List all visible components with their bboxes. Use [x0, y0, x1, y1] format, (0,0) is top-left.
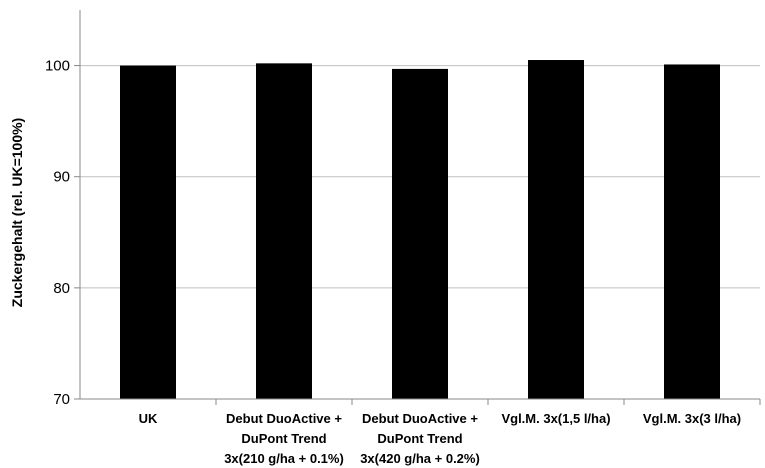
- x-tick-label-line: UK: [139, 411, 158, 426]
- x-tick-label: Vgl.M. 3x(1,5 l/ha): [501, 411, 610, 426]
- bar: [528, 60, 584, 400]
- x-tick-label-line: Vgl.M. 3x(1,5 l/ha): [501, 411, 610, 426]
- y-tick-label: 90: [53, 169, 70, 186]
- x-tick-label-line: 3x(420 g/ha + 0.2%): [360, 451, 480, 466]
- y-axis-title: Zuckergehalt (rel. UK=100%): [9, 118, 25, 307]
- x-tick-label: Debut DuoActive + DuPont Trend 3x(210 g/ha…: [224, 411, 344, 466]
- y-tick-label: 70: [53, 391, 70, 408]
- x-tick-labels: UK Debut DuoActive + DuPont Trend 3x(210 g/…: [139, 399, 761, 466]
- bar: [664, 64, 720, 400]
- y-tick-label: 100: [45, 58, 70, 75]
- x-tick-label: UK: [139, 411, 158, 426]
- bar: [256, 63, 312, 399]
- x-tick-label-line: DuPont Trend: [377, 431, 462, 446]
- x-tick-label-line: DuPont Trend: [241, 431, 326, 446]
- x-tick-label: Vgl.M. 3x(3 l/ha): [643, 411, 741, 426]
- x-tick-label: Debut DuoActive + DuPont Trend 3x(420 g/ha…: [360, 411, 480, 466]
- x-tick-label-line: 3x(210 g/ha + 0.1%): [224, 451, 344, 466]
- x-tick-label-line: Vgl.M. 3x(3 l/ha): [643, 411, 741, 426]
- x-tick-label-line: Debut DuoActive +: [362, 411, 478, 426]
- bar: [392, 68, 448, 400]
- y-tick-labels: 70 80 90 100: [45, 58, 80, 408]
- bars: [120, 60, 720, 400]
- y-tick-label: 80: [53, 280, 70, 297]
- axes: [79, 10, 760, 400]
- bar: [120, 65, 176, 400]
- x-tick-label-line: Debut DuoActive +: [226, 411, 342, 426]
